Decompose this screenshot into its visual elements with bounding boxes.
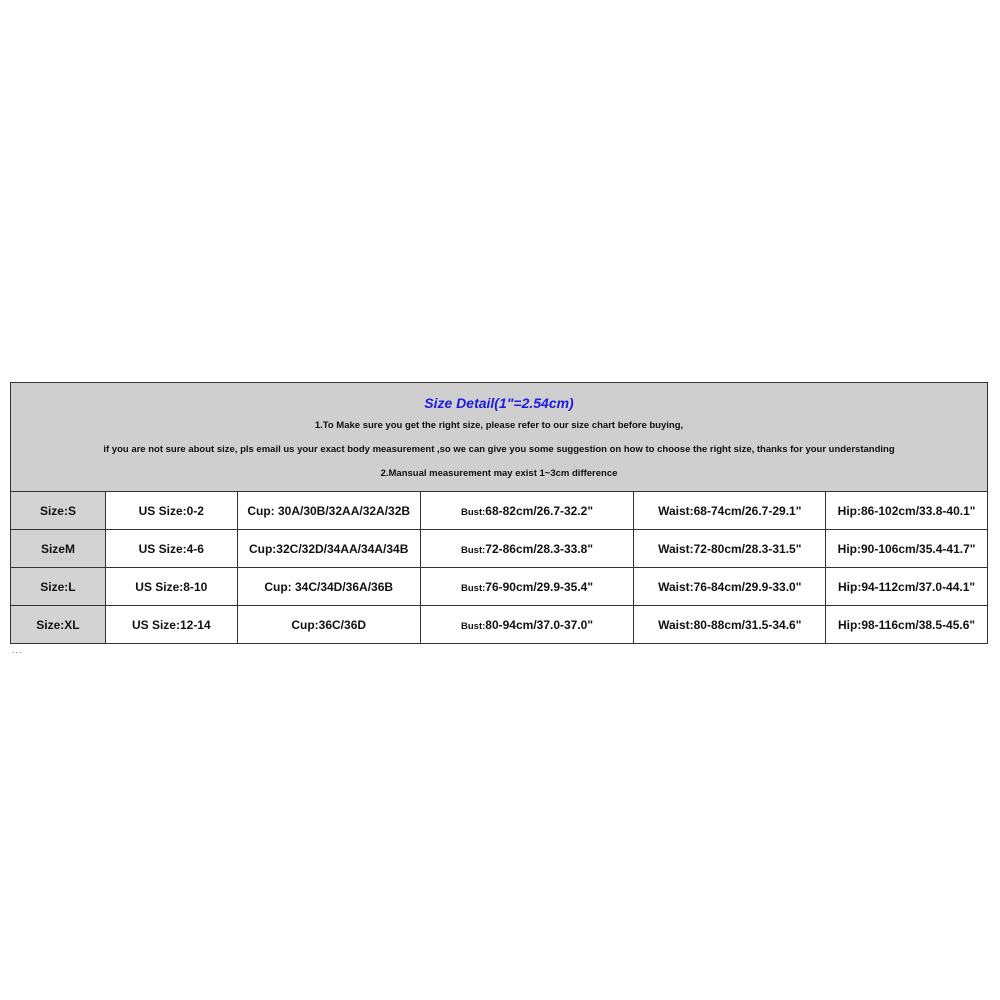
bust-cell: Bust:80-94cm/37.0-37.0" (419, 605, 635, 644)
table-row: SizeM US Size:4-6 Cup:32C/32D/34AA/34A/34B… (10, 529, 988, 568)
table-row: Size:S US Size:0-2 Cup: 30A/30B/32AA/32A/3… (10, 491, 988, 530)
hip-cell: Hip:90-106cm/35.4-41.7" (825, 529, 988, 568)
bust-label: Bust: (461, 544, 486, 556)
size-chart-table: Size Detail(1"=2.54cm) 1.To Make sure yo… (10, 382, 988, 644)
bust-value: 80-94cm/37.0-37.0" (485, 617, 594, 632)
hip-cell: Hip:86-102cm/33.8-40.1" (825, 491, 988, 530)
waist-cell: Waist:68-74cm/26.7-29.1" (633, 491, 827, 530)
us-size-cell: US Size:0-2 (104, 491, 238, 530)
note-line: 1.To Make sure you get the right size, p… (314, 420, 684, 431)
size-detail-header: Size Detail(1"=2.54cm) 1.To Make sure yo… (10, 382, 988, 492)
bust-cell: Bust:68-82cm/26.7-32.2" (419, 491, 635, 530)
cup-cell: Cup: 34C/34D/36A/36B (236, 567, 421, 606)
bust-label: Bust: (461, 620, 486, 632)
cup-cell: Cup:36C/36D (236, 605, 421, 644)
bust-value: 76-90cm/29.9-35.4" (485, 579, 594, 594)
hip-cell: Hip:94-112cm/37.0-44.1" (825, 567, 988, 606)
cup-cell: Cup: 30A/30B/32AA/32A/32B (236, 491, 421, 530)
size-cell: Size:S (10, 491, 106, 530)
size-detail-title: Size Detail(1"=2.54cm) (424, 395, 574, 411)
us-size-cell: US Size:12-14 (104, 605, 238, 644)
note-line: 2.Mansual measurement may exist 1~3cm di… (380, 468, 618, 479)
us-size-cell: US Size:4-6 (104, 529, 238, 568)
waist-cell: Waist:72-80cm/28.3-31.5" (633, 529, 827, 568)
bust-label: Bust: (461, 582, 486, 594)
bust-cell: Bust:72-86cm/28.3-33.8" (419, 529, 635, 568)
waist-cell: Waist:76-84cm/29.9-33.0" (633, 567, 827, 606)
waist-cell: Waist:80-88cm/31.5-34.6" (633, 605, 827, 644)
size-cell: Size:L (10, 567, 106, 606)
us-size-cell: US Size:8-10 (104, 567, 238, 606)
bust-value: 72-86cm/28.3-33.8" (485, 541, 594, 556)
note-line: if you are not sure about size, pls emai… (103, 444, 895, 455)
bust-value: 68-82cm/26.7-32.2" (485, 503, 594, 518)
bust-cell: Bust:76-90cm/29.9-35.4" (419, 567, 635, 606)
table-row: Size:XL US Size:12-14 Cup:36C/36D Bust:80-9… (10, 605, 988, 644)
cup-cell: Cup:32C/32D/34AA/34A/34B (236, 529, 421, 568)
bust-label: Bust: (461, 506, 486, 518)
footer-mark: ... (12, 645, 23, 655)
hip-cell: Hip:98-116cm/38.5-45.6" (825, 605, 988, 644)
size-cell: Size:XL (10, 605, 106, 644)
table-row: Size:L US Size:8-10 Cup: 34C/34D/36A/36B Bu… (10, 567, 988, 606)
size-cell: SizeM (10, 529, 106, 568)
